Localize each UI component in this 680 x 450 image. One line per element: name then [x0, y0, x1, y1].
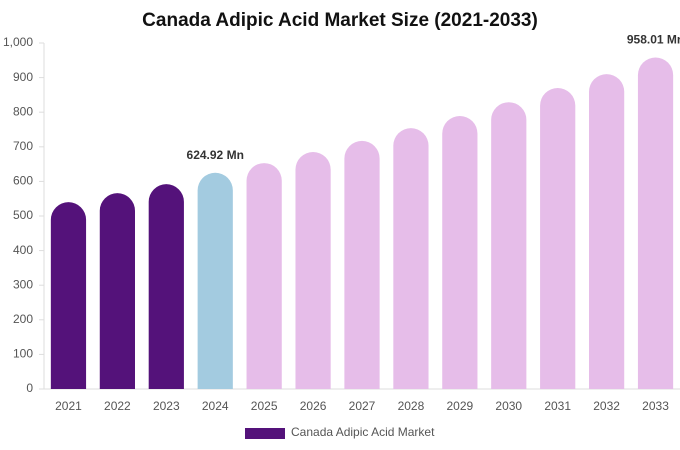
bar — [50, 202, 87, 389]
x-tick-label: 2030 — [495, 399, 522, 413]
x-tick-label: 2031 — [544, 399, 571, 413]
bar — [393, 128, 429, 389]
x-tick-label: 2033 — [642, 399, 669, 413]
bar — [99, 193, 135, 389]
legend-label: Canada Adipic Acid Market — [291, 425, 435, 439]
x-tick-label: 2027 — [349, 399, 376, 413]
x-tick-label: 2029 — [446, 399, 473, 413]
bar — [295, 151, 331, 389]
bar — [540, 87, 576, 389]
bar — [442, 116, 478, 389]
y-tick-label: 500 — [13, 208, 33, 222]
x-tick-label: 2022 — [104, 399, 131, 413]
x-tick-label: 2026 — [300, 399, 327, 413]
y-tick-label: 200 — [13, 312, 33, 326]
y-tick-label: 600 — [13, 174, 33, 188]
bar — [491, 102, 527, 390]
chart-title: Canada Adipic Acid Market Size (2021-203… — [142, 10, 538, 31]
y-tick-label: 400 — [13, 243, 33, 257]
bar — [246, 163, 282, 389]
y-tick-label: 300 — [13, 277, 33, 291]
bar — [197, 172, 233, 389]
y-tick-label: 700 — [13, 139, 33, 153]
x-tick-label: 2024 — [202, 399, 229, 413]
x-tick-label: 2032 — [593, 399, 620, 413]
bar — [589, 74, 625, 390]
y-tick-label: 900 — [13, 70, 33, 84]
legend-swatch — [245, 428, 285, 439]
y-tick-label: 800 — [13, 104, 33, 118]
bar — [148, 184, 184, 389]
x-tick-label: 2025 — [251, 399, 278, 413]
y-tick-label: 0 — [26, 381, 33, 395]
bar — [344, 140, 380, 389]
y-tick-label: 100 — [13, 347, 33, 361]
value-label: 624.92 Mn — [187, 148, 244, 162]
bar — [637, 57, 674, 390]
x-tick-label: 2028 — [398, 399, 425, 413]
value-label: 958.01 Mn — [627, 33, 680, 47]
x-tick-label: 2021 — [55, 399, 82, 413]
y-tick-label: 1,000 — [3, 35, 33, 49]
x-tick-label: 2023 — [153, 399, 180, 413]
